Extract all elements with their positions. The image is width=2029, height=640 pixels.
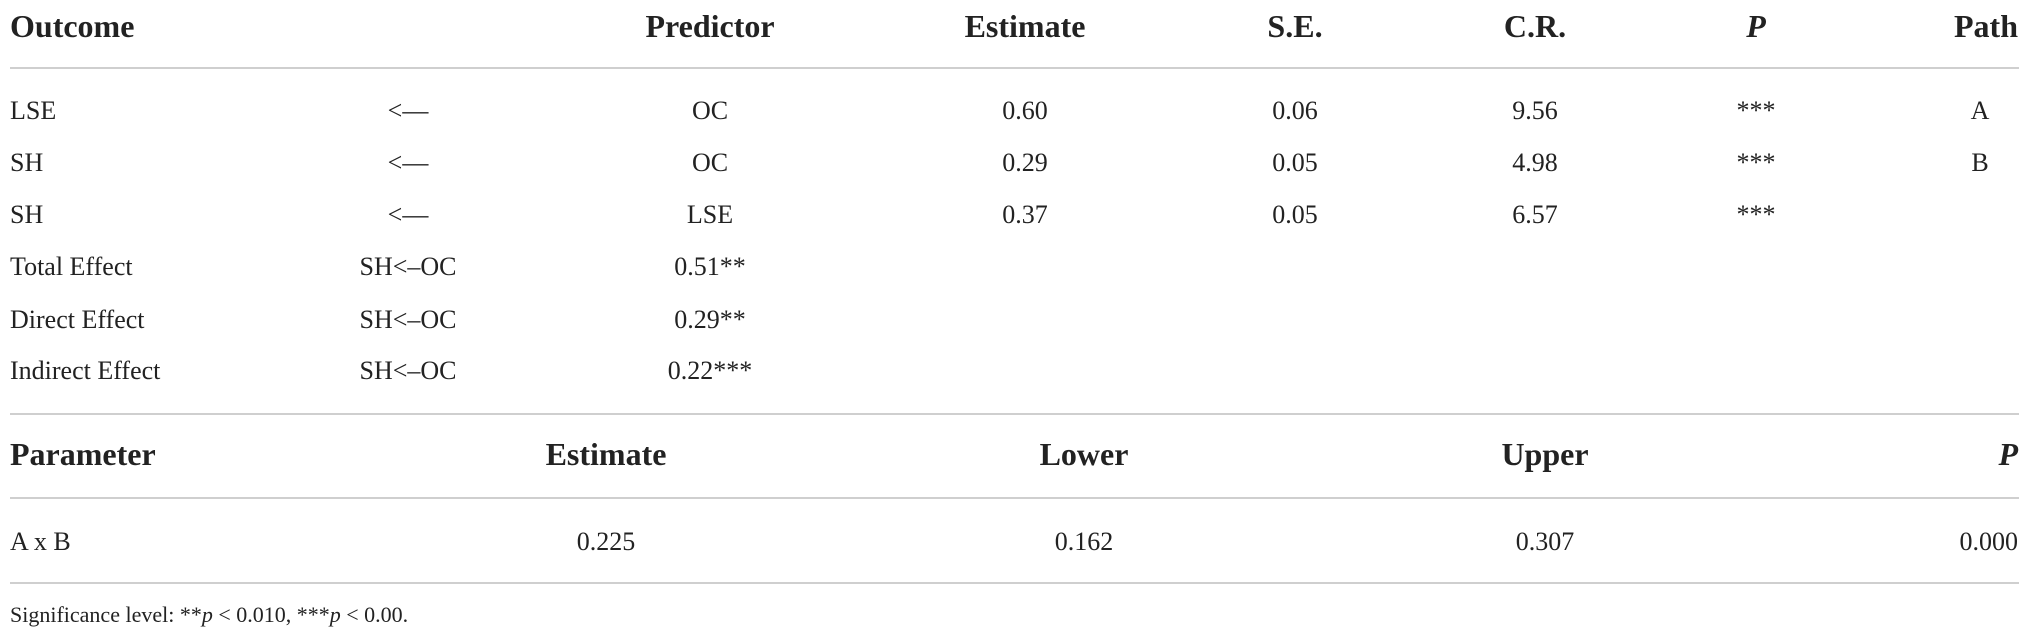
header-cell: P: [1998, 436, 2018, 472]
header-cell: Estimate: [964, 8, 1086, 44]
cell: 0.05: [1272, 200, 1318, 229]
cell: SH: [10, 148, 44, 177]
cell: LSE: [10, 96, 57, 125]
cell: Total Effect: [10, 252, 133, 281]
cell: ***: [1736, 148, 1776, 177]
cell: <—: [387, 96, 429, 125]
cell: <—: [387, 200, 429, 229]
header-cell: Path: [1954, 8, 2018, 44]
rule: [10, 67, 2019, 69]
cell: 0.225: [576, 527, 636, 556]
rule: [10, 497, 2019, 499]
cell: 0.05: [1272, 148, 1318, 177]
cell: SH<–OC: [359, 252, 457, 281]
header-cell: Upper: [1501, 436, 1589, 472]
header-cell: S.E.: [1267, 8, 1323, 44]
cell: 0.22***: [667, 356, 753, 385]
cell: SH<–OC: [359, 305, 457, 334]
cell: ***: [1736, 200, 1776, 229]
cell: 0.51**: [674, 252, 746, 281]
header-cell: Outcome: [10, 8, 135, 44]
cell: 9.56: [1512, 96, 1558, 125]
rule: [10, 413, 2019, 415]
cell: SH: [10, 200, 44, 229]
footnote-text: < 0.010, ***: [212, 602, 330, 627]
cell: B: [1971, 148, 1989, 177]
cell: A: [1970, 96, 1990, 125]
cell: Indirect Effect: [10, 356, 161, 385]
cell: 0.29: [1002, 148, 1048, 177]
cell: 0.29**: [674, 305, 746, 334]
cell: OC: [691, 96, 729, 125]
cell: 0.000: [1959, 527, 2019, 556]
cell: LSE: [686, 200, 734, 229]
header-cell: Lower: [1039, 436, 1129, 472]
header-cell: Estimate: [545, 436, 667, 472]
cell: ***: [1736, 96, 1776, 125]
cell: 0.06: [1272, 96, 1318, 125]
footnote-text: < 0.00.: [340, 602, 409, 627]
footnote-text: Significance level: **: [10, 602, 202, 627]
header-cell: Parameter: [10, 436, 156, 472]
footnote-text: p: [329, 602, 341, 627]
cell: SH<–OC: [359, 356, 457, 385]
rule: [10, 582, 2019, 584]
cell: 0.307: [1515, 527, 1575, 556]
cell: 6.57: [1512, 200, 1558, 229]
header-cell: Predictor: [645, 8, 775, 44]
footnote-text: p: [201, 602, 213, 627]
cell: Direct Effect: [10, 305, 145, 334]
footnote: Significance level: **p < 0.010, ***p < …: [10, 604, 408, 626]
header-cell: P: [1746, 8, 1766, 44]
cell: <—: [387, 148, 429, 177]
cell: OC: [691, 148, 729, 177]
header-cell: C.R.: [1503, 8, 1567, 44]
cell: 0.60: [1002, 96, 1048, 125]
cell: 0.162: [1054, 527, 1114, 556]
cell: A x B: [10, 527, 71, 556]
cell: 4.98: [1512, 148, 1558, 177]
cell: 0.37: [1002, 200, 1048, 229]
